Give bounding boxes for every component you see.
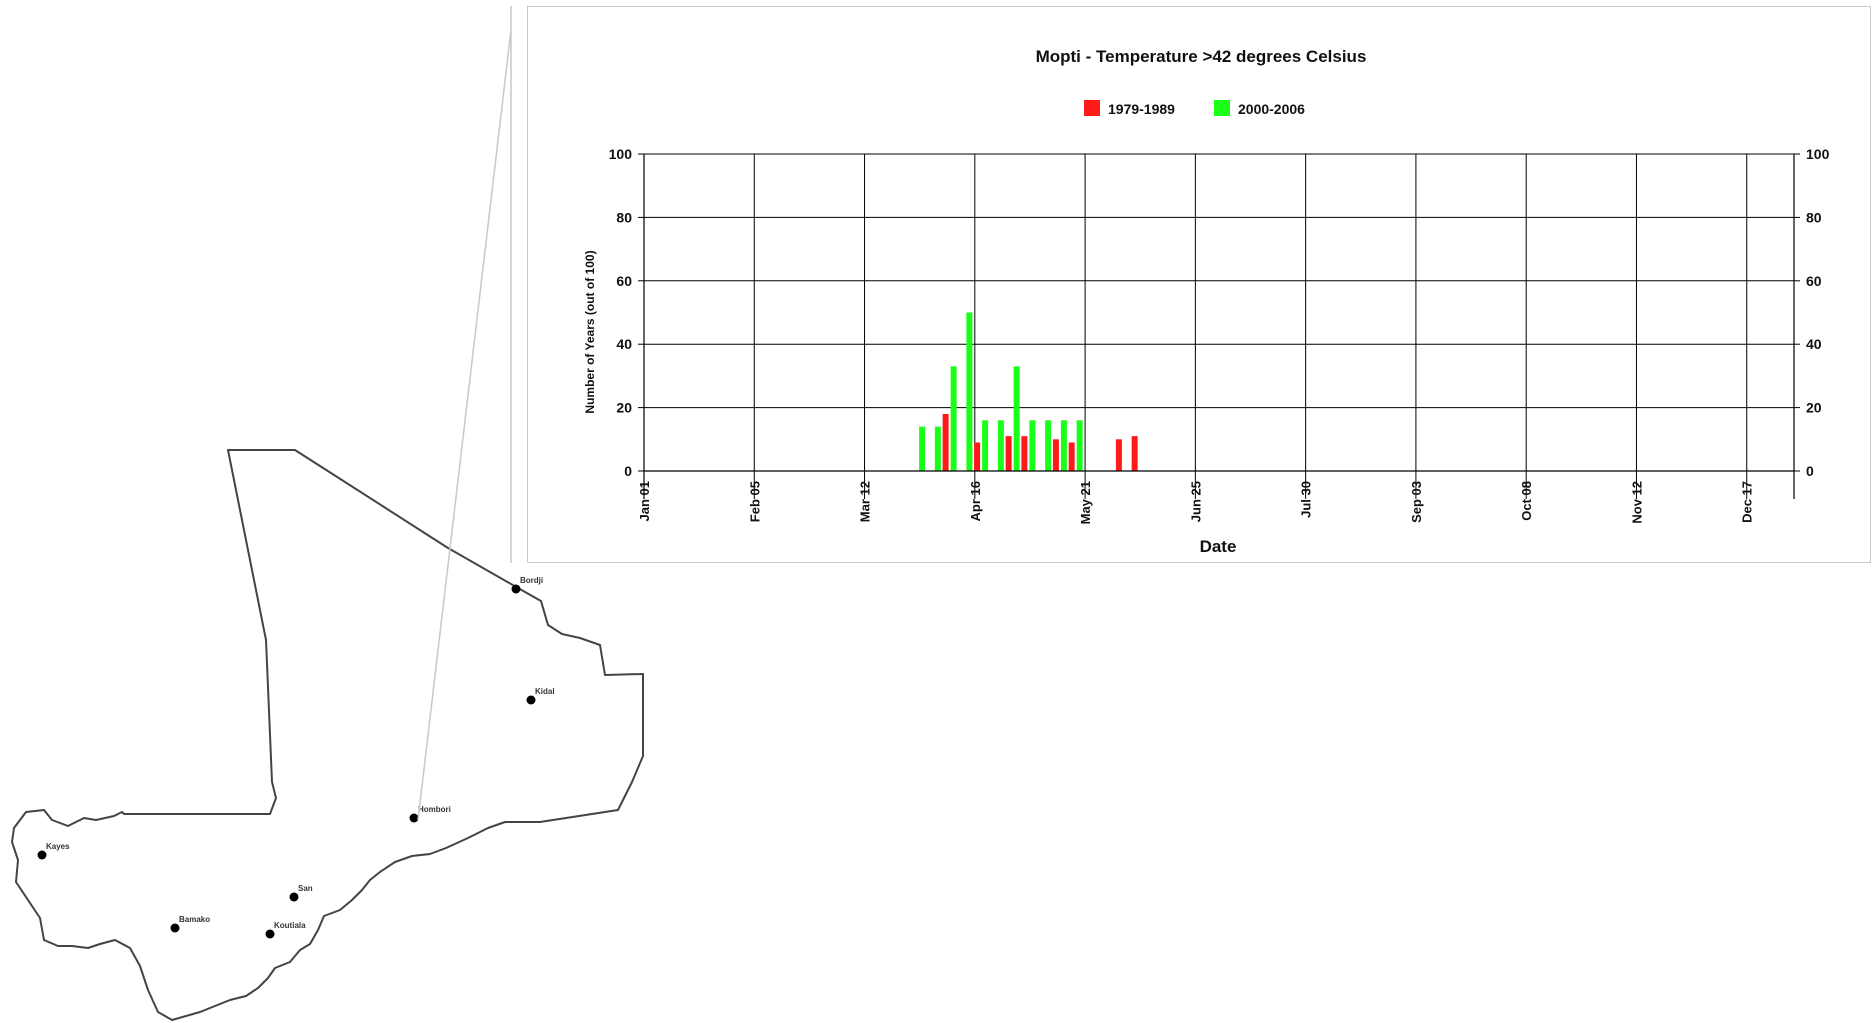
bars bbox=[919, 312, 1138, 471]
city-markers: Bordji Kidal Hombori Kayes San Bamako Koutiala bbox=[37, 576, 555, 939]
x-tick-label: Jul 30 bbox=[1299, 481, 1314, 518]
bar-2000-2006 bbox=[950, 366, 957, 471]
city-dot-kidal bbox=[526, 695, 536, 705]
bar-2000-2006 bbox=[934, 426, 941, 471]
city-dot-hombori bbox=[409, 813, 419, 823]
bar-2000-2006 bbox=[1045, 420, 1052, 471]
y-tick-label-right: 40 bbox=[1806, 336, 1822, 352]
city-label-hombori: Hombori bbox=[418, 805, 451, 814]
legend-label-2000-2006: 2000-2006 bbox=[1238, 101, 1305, 117]
bar-1979-1989 bbox=[1005, 436, 1012, 471]
x-tick-label: Dec 17 bbox=[1740, 481, 1755, 523]
bar-chart: Mopti - Temperature >42 degrees Celsius … bbox=[583, 47, 1830, 556]
x-tick-label: Mar 12 bbox=[858, 481, 873, 522]
y-tick-label-right: 20 bbox=[1806, 400, 1822, 416]
bar-2000-2006 bbox=[982, 420, 989, 471]
city-label-koutiala: Koutiala bbox=[274, 921, 306, 930]
x-tick-label: Sep 03 bbox=[1409, 481, 1424, 523]
bar-2000-2006 bbox=[1076, 420, 1083, 471]
y-tick-label-left: 20 bbox=[616, 400, 632, 416]
mali-outline bbox=[11, 449, 644, 1021]
city-label-kidal: Kidal bbox=[535, 687, 555, 696]
legend-swatch-2000-2006 bbox=[1214, 100, 1230, 116]
city-label-san: San bbox=[298, 884, 313, 893]
city-dot-kayes bbox=[37, 850, 47, 860]
chart-title: Mopti - Temperature >42 degrees Celsius bbox=[1036, 47, 1367, 66]
bar-2000-2006 bbox=[966, 312, 973, 471]
y-tick-label-left: 60 bbox=[616, 273, 632, 289]
bar-1979-1989 bbox=[1021, 436, 1028, 471]
bar-1979-1989 bbox=[1068, 442, 1075, 471]
y-axis-title: Number of Years (out of 100) bbox=[583, 250, 597, 413]
y-tick-label-right: 80 bbox=[1806, 209, 1822, 225]
y-tick-label-right: 60 bbox=[1806, 273, 1822, 289]
grid bbox=[644, 153, 1794, 499]
bar-1979-1989 bbox=[1115, 439, 1122, 471]
callout-line-diagonal bbox=[417, 29, 512, 821]
x-tick-label: Feb 05 bbox=[747, 481, 762, 522]
x-tick-label: Oct 08 bbox=[1519, 481, 1534, 521]
city-dot-bamako bbox=[170, 923, 180, 933]
x-tick-label: Jan 01 bbox=[637, 481, 652, 521]
y-tick-label-left: 80 bbox=[616, 209, 632, 225]
bar-2000-2006 bbox=[1013, 366, 1020, 471]
bar-1979-1989 bbox=[942, 413, 949, 471]
chart-panel: Mopti - Temperature >42 degrees Celsius … bbox=[527, 6, 1871, 563]
x-axis-title: Date bbox=[1200, 537, 1237, 556]
x-tick-label: May 21 bbox=[1078, 481, 1093, 524]
bar-1979-1989 bbox=[1052, 439, 1059, 471]
city-dot-san bbox=[289, 892, 299, 902]
mali-map: Bordji Kidal Hombori Kayes San Bamako Koutiala bbox=[11, 6, 644, 1021]
bar-2000-2006 bbox=[1060, 420, 1067, 471]
y-tick-label-left: 0 bbox=[624, 463, 632, 479]
legend: 1979-1989 2000-2006 bbox=[1084, 100, 1305, 117]
city-label-bamako: Bamako bbox=[179, 915, 210, 924]
bar-2000-2006 bbox=[919, 426, 926, 471]
city-dot-bordji bbox=[511, 584, 521, 594]
legend-label-1979-1989: 1979-1989 bbox=[1108, 101, 1175, 117]
city-label-kayes: Kayes bbox=[46, 842, 70, 851]
bar-1979-1989 bbox=[1131, 436, 1138, 471]
bar-1979-1989 bbox=[974, 442, 981, 471]
bar-2000-2006 bbox=[1029, 420, 1036, 471]
y-tick-label-right: 0 bbox=[1806, 463, 1814, 479]
y-tick-label-left: 40 bbox=[616, 336, 632, 352]
x-tick-label: Nov 12 bbox=[1629, 481, 1644, 524]
bar-2000-2006 bbox=[997, 420, 1004, 471]
y-tick-label-right: 100 bbox=[1806, 146, 1830, 162]
x-tick-label: Jun 25 bbox=[1188, 481, 1203, 522]
city-label-bordji: Bordji bbox=[520, 576, 543, 585]
y-tick-label-left: 100 bbox=[609, 146, 633, 162]
axes: 0 0 20 20 40 40 60 60 80 80 100 100 Jan 01 Feb 05 Mar … bbox=[609, 146, 1830, 524]
city-dot-koutiala bbox=[265, 929, 275, 939]
legend-swatch-1979-1989 bbox=[1084, 100, 1100, 116]
x-tick-label: Apr 16 bbox=[968, 481, 983, 521]
